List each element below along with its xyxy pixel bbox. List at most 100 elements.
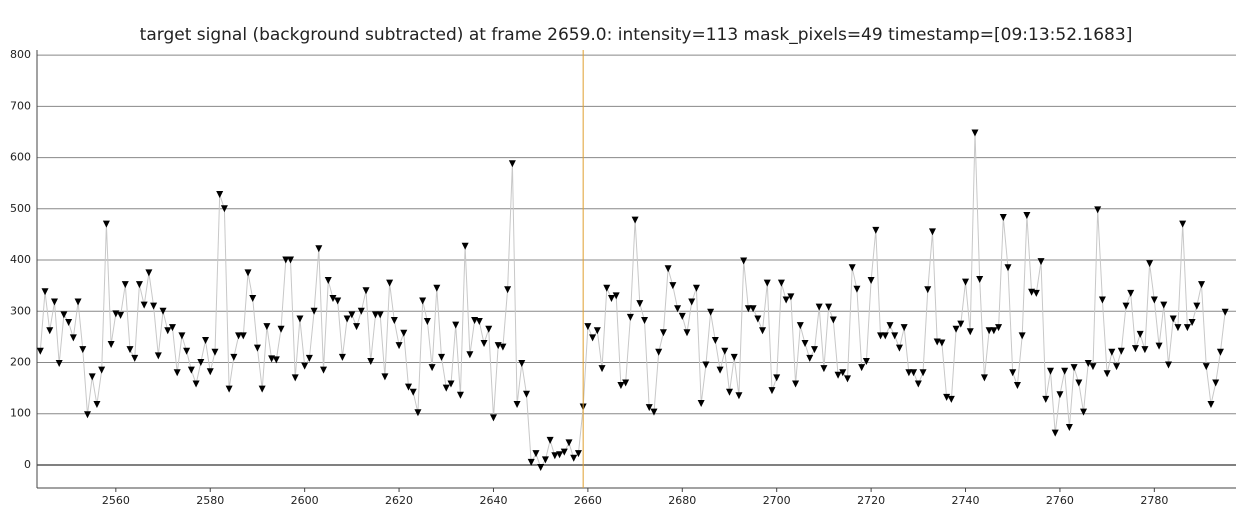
data-point: [320, 366, 328, 374]
data-point: [962, 278, 970, 286]
x-tick-label: 2640: [479, 494, 507, 507]
data-point: [556, 451, 564, 459]
x-tick-label: 2720: [857, 494, 885, 507]
chart-title: target signal (background subtracted) at…: [140, 25, 1133, 45]
data-point: [641, 316, 649, 324]
data-point: [617, 382, 625, 390]
data-point: [881, 332, 889, 340]
data-point: [206, 368, 214, 376]
data-point: [1113, 363, 1121, 371]
data-point: [230, 353, 238, 361]
plot-area: [37, 50, 1236, 488]
x-tick-label: 2620: [385, 494, 413, 507]
data-point: [1018, 332, 1026, 340]
data-point: [1042, 395, 1050, 403]
data-point: [220, 205, 228, 213]
data-point: [159, 307, 167, 315]
data-point: [286, 256, 294, 264]
data-point: [456, 391, 464, 399]
data-point: [390, 316, 398, 324]
data-point: [357, 307, 365, 315]
data-point: [985, 327, 993, 335]
data-point: [225, 385, 233, 393]
data-point: [858, 364, 866, 372]
data-point: [480, 340, 488, 348]
data-point: [848, 264, 856, 272]
data-point: [862, 357, 870, 365]
x-tick-label: 2580: [196, 494, 224, 507]
data-point: [1013, 382, 1021, 390]
data-point: [485, 325, 493, 333]
data-point: [253, 344, 261, 352]
data-point: [400, 329, 408, 337]
data-point: [1221, 308, 1229, 316]
data-point: [249, 294, 257, 302]
data-point: [943, 393, 951, 401]
data-point: [1207, 400, 1215, 408]
data-point: [702, 361, 710, 369]
data-point: [102, 220, 110, 228]
data-point: [678, 312, 686, 320]
x-tick-label: 2560: [102, 494, 130, 507]
data-point: [952, 325, 960, 333]
data-point: [947, 395, 955, 403]
data-point: [461, 242, 469, 250]
data-point: [518, 360, 526, 368]
data-point: [551, 452, 559, 460]
data-point: [759, 327, 767, 335]
data-point: [607, 294, 615, 302]
data-point: [79, 346, 87, 354]
data-point: [117, 311, 125, 319]
data-point: [258, 385, 266, 393]
data-point: [834, 371, 842, 379]
data-point: [1004, 264, 1012, 272]
data-point: [603, 284, 611, 292]
data-point: [900, 324, 908, 332]
data-point: [1179, 220, 1187, 228]
data-point: [716, 366, 724, 374]
data-point: [777, 279, 785, 287]
data-point: [1198, 281, 1206, 289]
data-point: [730, 353, 738, 361]
x-tick-label: 2680: [668, 494, 696, 507]
y-tick-label: 600: [10, 151, 31, 164]
data-point: [697, 399, 705, 407]
data-point: [537, 464, 545, 472]
data-point: [815, 303, 823, 311]
data-point: [135, 281, 143, 289]
data-point: [928, 228, 936, 236]
data-point: [886, 322, 894, 330]
y-tick-label: 0: [24, 458, 31, 471]
data-point: [1216, 348, 1224, 356]
data-point: [475, 318, 483, 326]
data-point: [211, 348, 219, 356]
data-point: [60, 311, 68, 319]
data-point: [589, 334, 597, 342]
data-point: [235, 332, 243, 340]
data-point: [291, 374, 299, 382]
data-point: [353, 323, 361, 331]
data-point: [645, 404, 653, 412]
data-point: [957, 320, 965, 328]
data-point: [1202, 363, 1210, 371]
data-point: [168, 324, 176, 332]
data-point: [173, 369, 181, 377]
data-point: [1108, 348, 1116, 356]
data-point: [1037, 258, 1045, 266]
data-point: [508, 160, 516, 168]
data-point: [489, 414, 497, 422]
data-point: [626, 313, 634, 321]
data-point: [622, 379, 630, 387]
data-point: [145, 269, 153, 277]
data-point: [853, 285, 861, 293]
data-point: [419, 297, 427, 305]
data-point: [820, 365, 828, 373]
data-point: [131, 354, 139, 362]
data-point: [216, 190, 224, 198]
data-point: [810, 346, 818, 354]
data-point: [1131, 345, 1139, 353]
x-tick-label: 2760: [1046, 494, 1074, 507]
data-point: [532, 450, 540, 458]
data-point: [202, 336, 210, 344]
data-point: [296, 315, 304, 323]
